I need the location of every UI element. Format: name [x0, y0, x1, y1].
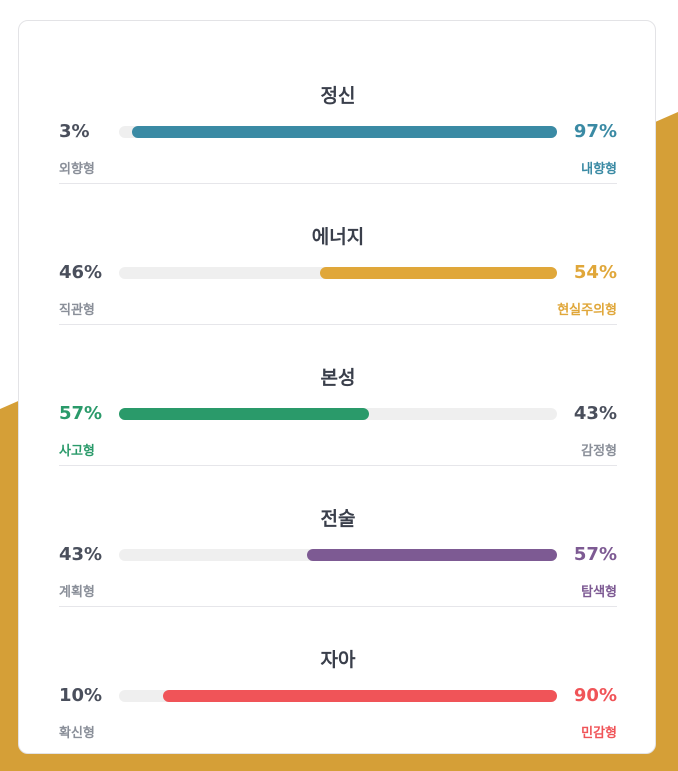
- trait-mind: 정신 3% 97% 외향형 내향형: [59, 43, 617, 184]
- right-percentage: 57%: [573, 544, 617, 565]
- right-label: 민감형: [581, 726, 617, 741]
- right-percentage: 54%: [573, 262, 617, 283]
- left-label: 사고형: [59, 444, 95, 459]
- right-label: 현실주의형: [557, 303, 617, 318]
- right-percentage: 43%: [573, 403, 617, 424]
- left-percentage: 10%: [59, 685, 103, 706]
- trait-title: 본성: [320, 367, 356, 389]
- trait-bar-fill: [132, 126, 557, 138]
- divider: [59, 465, 617, 466]
- right-label: 탐색형: [581, 585, 617, 600]
- left-label: 확신형: [59, 726, 95, 741]
- right-percentage: 97%: [573, 121, 617, 142]
- trait-energy: 에너지 46% 54% 직관형 현실주의형: [59, 184, 617, 325]
- trait-title: 정신: [320, 85, 356, 107]
- trait-identity: 자아 10% 90% 확신형 민감형: [59, 607, 617, 748]
- trait-bar: [119, 408, 557, 420]
- divider: [59, 183, 617, 184]
- trait-bar: [119, 267, 557, 279]
- divider: [59, 324, 617, 325]
- divider: [59, 606, 617, 607]
- trait-bar-fill: [307, 549, 557, 561]
- trait-bar: [119, 126, 557, 138]
- right-label: 내향형: [581, 162, 617, 177]
- trait-bar-fill: [119, 408, 369, 420]
- left-label: 직관형: [59, 303, 95, 318]
- right-percentage: 90%: [573, 685, 617, 706]
- left-label: 외향형: [59, 162, 95, 177]
- left-percentage: 3%: [59, 121, 90, 142]
- trait-nature: 본성 57% 43% 사고형 감정형: [59, 325, 617, 466]
- trait-tactics: 전술 43% 57% 계획형 탐색형: [59, 466, 617, 607]
- left-percentage: 43%: [59, 544, 103, 565]
- trait-title: 전술: [320, 508, 356, 530]
- trait-title: 자아: [320, 649, 356, 671]
- trait-title: 에너지: [311, 226, 365, 248]
- trait-bar: [119, 549, 557, 561]
- trait-bar-fill: [320, 267, 557, 279]
- left-label: 계획형: [59, 585, 95, 600]
- left-percentage: 46%: [59, 262, 103, 283]
- left-percentage: 57%: [59, 403, 103, 424]
- personality-traits-card: 정신 3% 97% 외향형 내향형 에너지 46% 54% 직관형 현실주의형 …: [18, 20, 656, 754]
- trait-bar: [119, 690, 557, 702]
- trait-bar-fill: [162, 690, 557, 702]
- right-label: 감정형: [581, 444, 617, 459]
